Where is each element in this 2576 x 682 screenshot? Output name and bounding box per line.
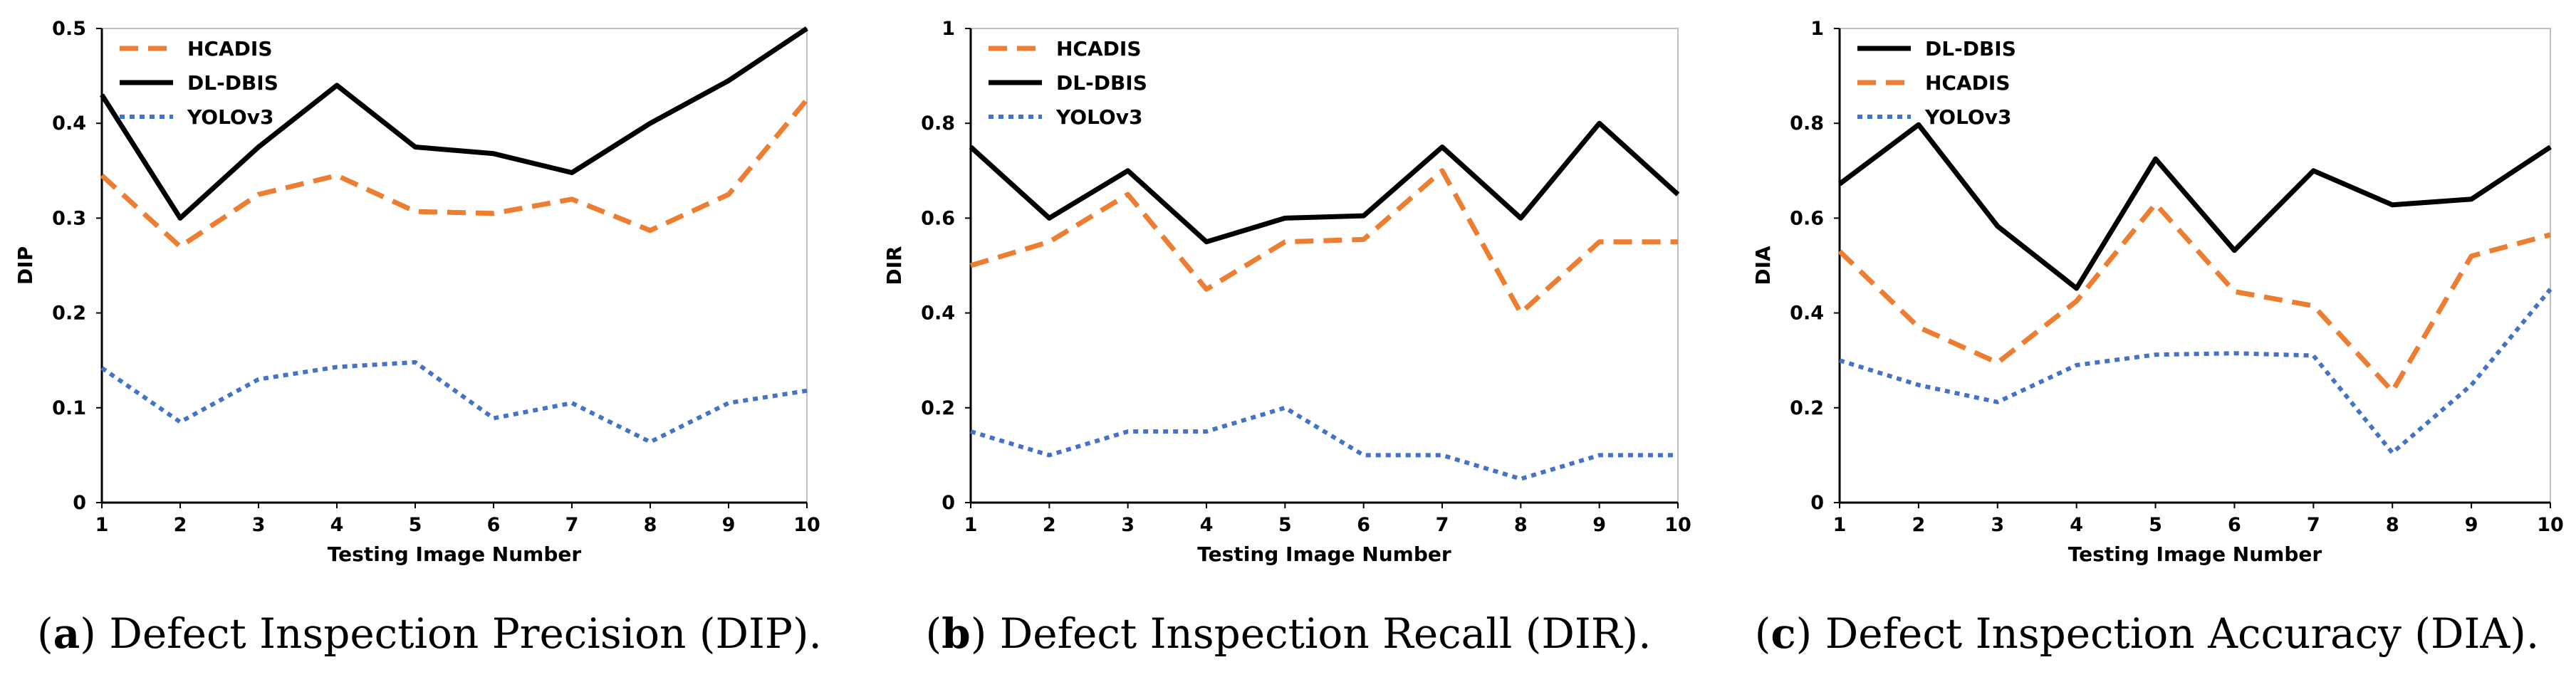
y-tick-label-b: 0.4 [921, 303, 955, 325]
caption-a-text: Defect Inspection Precision (DIP). [109, 609, 822, 658]
x-tick-label-b: 7 [1436, 514, 1449, 536]
x-tick-label-c: 4 [2070, 514, 2083, 536]
x-tick-label-a: 6 [487, 514, 501, 536]
chart-a: 0 0.1 0.2 0.3 0.4 0.5 1 2 3 4 5 6 7 8 9 10 Testing Image… [14, 18, 820, 566]
x-tick-label-b: 1 [964, 514, 978, 536]
series-line-dl-dbis-b [969, 120, 1680, 245]
x-axis-title-a: Testing Image Number [328, 542, 582, 566]
x-tick-label-b: 3 [1121, 514, 1135, 536]
caption-b: (b) Defect Inspection Recall (DIR). [925, 609, 1652, 658]
y-axis-title-a: DIP [14, 246, 37, 285]
x-tick-label-a: 10 [793, 514, 820, 536]
y-tick-label-c: 0.6 [1790, 207, 1824, 229]
caption-b-text: Defect Inspection Recall (DIR). [999, 609, 1652, 658]
x-axis-title-c: Testing Image Number [2068, 542, 2322, 566]
plot-frame-a [101, 28, 808, 503]
series-line-hcadis-b [969, 168, 1678, 316]
y-tick-label-b: 0 [942, 492, 955, 514]
legend-label-dl-dbis-c: DL-DBIS [1925, 37, 2016, 61]
x-tick-label-a: 7 [565, 514, 579, 536]
legend-label-yolov3-a: YOLOv3 [187, 105, 273, 129]
legend-label-dl-dbis-a: DL-DBIS [187, 71, 278, 95]
series-line-yolov3-c [1839, 288, 2552, 456]
x-tick-label-c: 10 [2537, 514, 2564, 536]
y-tick-label-b: 0.6 [921, 207, 955, 229]
caption-c-text: Defect Inspection Accuracy (DIA). [1825, 609, 2540, 658]
x-tick-label-c: 7 [2307, 514, 2320, 536]
y-tick-label-c: 0.8 [1790, 112, 1824, 135]
x-tick-label-a: 5 [409, 514, 422, 536]
series-line-dl-dbis-c [1837, 122, 2552, 291]
x-tick-label-b: 8 [1514, 514, 1528, 536]
legend-label-dl-dbis-b: DL-DBIS [1056, 71, 1147, 95]
x-tick-label-c: 8 [2386, 514, 2399, 536]
x-tick-label-b: 10 [1664, 514, 1691, 536]
caption-a-label: a [53, 609, 80, 658]
y-tick-label-b: 0.8 [921, 112, 955, 135]
x-tick-label-b: 9 [1592, 514, 1606, 536]
x-tick-label-a: 3 [252, 514, 266, 536]
x-tick-label-c: 3 [1991, 514, 2004, 536]
series-line-yolov3-a [100, 360, 808, 444]
y-tick-label-a: 0.5 [52, 18, 86, 40]
x-tick-label-b: 4 [1200, 514, 1214, 536]
legend-label-hcadis-b: HCADIS [1056, 37, 1141, 61]
y-axis-title-c: DIA [1751, 246, 1775, 285]
y-tick-label-a: 0.1 [52, 397, 86, 419]
x-tick-label-b: 5 [1278, 514, 1292, 536]
y-tick-label-c: 0.4 [1790, 303, 1824, 325]
series-line-hcadis-a [100, 98, 809, 249]
x-tick-label-c: 5 [2149, 514, 2162, 536]
x-tick-label-a: 4 [330, 514, 344, 536]
legend-label-yolov3-c: YOLOv3 [1924, 105, 2011, 129]
y-tick-label-c: 0.2 [1790, 397, 1824, 419]
series-line-hcadis-c [1837, 201, 2551, 394]
x-tick-label-a: 8 [644, 514, 657, 536]
plot-frame-c [1839, 28, 2551, 503]
y-axis-title-b: DIR [882, 246, 906, 285]
y-tick-label-a: 0.2 [52, 303, 86, 325]
y-tick-label-c: 1 [1810, 18, 1824, 40]
y-tick-label-b: 0.2 [921, 397, 955, 419]
caption-c: (c) Defect Inspection Accuracy (DIA). [1754, 609, 2540, 658]
chart-b: 0 0.2 0.4 0.6 0.8 1 1 2 3 4 5 6 7 8 9 10 Testing Image N… [882, 18, 1691, 566]
x-tick-label-a: 9 [722, 514, 736, 536]
y-tick-label-c: 0 [1810, 492, 1824, 514]
legend-label-yolov3-b: YOLOv3 [1055, 105, 1142, 129]
chart-c: 0 0.2 0.4 0.6 0.8 1 1 2 3 4 5 6 7 8 9 10 Testing Image N… [1751, 18, 2564, 566]
y-tick-label-a: 0.4 [52, 112, 86, 135]
y-tick-label-a: 0.3 [52, 207, 86, 229]
x-tick-label-c: 9 [2465, 514, 2478, 536]
x-axis-title-b: Testing Image Number [1197, 542, 1451, 566]
caption-b-label: b [942, 609, 971, 658]
x-tick-label-b: 6 [1357, 514, 1370, 536]
caption-c-label: c [1771, 609, 1796, 658]
series-line-yolov3-b [970, 405, 1678, 481]
x-tick-label-c: 2 [1912, 514, 1925, 536]
legend-label-hcadis-a: HCADIS [187, 37, 272, 61]
x-tick-label-c: 6 [2228, 514, 2241, 536]
x-tick-label-c: 1 [1833, 514, 1847, 536]
x-tick-label-b: 2 [1043, 514, 1056, 536]
x-tick-label-a: 2 [174, 514, 187, 536]
legend-label-hcadis-c: HCADIS [1925, 71, 2010, 95]
y-tick-label-b: 1 [942, 18, 955, 40]
series-line-dl-dbis-a [100, 26, 808, 221]
y-tick-label-a: 0 [73, 492, 86, 514]
x-tick-label-a: 1 [95, 514, 109, 536]
caption-a: (a) Defect Inspection Precision (DIP). [37, 609, 822, 658]
